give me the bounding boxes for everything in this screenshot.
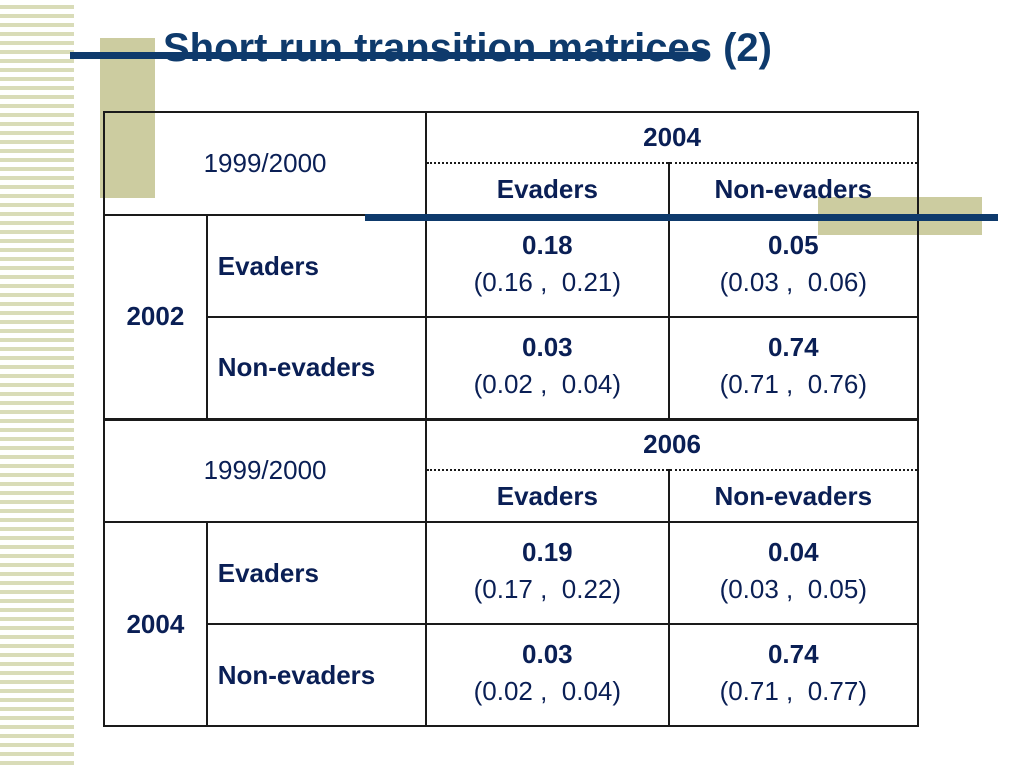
origin-header: 1999/2000: [102, 111, 428, 216]
origin-header: 1999/2000: [102, 417, 428, 523]
matrix-cell: 0.04 (0.03 , 0.05): [667, 521, 920, 625]
cell-confidence-interval: (0.02 , 0.04): [473, 368, 622, 399]
target-year-header: 2006: [425, 417, 919, 471]
cell-value: 0.19: [522, 537, 573, 567]
cell-confidence-interval: (0.17 , 0.22): [473, 574, 622, 604]
col-header-evaders: Evaders: [425, 162, 670, 216]
cell-value: 0.03: [522, 331, 573, 362]
row-year-label: 2002: [103, 214, 208, 420]
cell-confidence-interval: (0.03 , 0.05): [719, 574, 867, 604]
cell-confidence-interval: (0.16 , 0.21): [473, 267, 622, 297]
row-label-non-evaders: Non-evaders: [205, 623, 428, 727]
col-header-non-evaders: Non-evaders: [667, 469, 920, 523]
cell-value: 0.03: [522, 639, 573, 669]
col-header-non-evaders: Non-evaders: [667, 162, 920, 216]
matrix-cell: 0.19 (0.17 , 0.22): [425, 521, 670, 625]
matrix-cell: 0.03 (0.02 , 0.04): [425, 316, 670, 420]
cell-value: 0.04: [767, 537, 819, 567]
cell-value: 0.18: [522, 230, 573, 260]
cell-confidence-interval: (0.03 , 0.06): [719, 267, 867, 297]
cell-value: 0.05: [767, 230, 819, 260]
col-header-evaders: Evaders: [425, 469, 670, 523]
cell-value: 0.74: [767, 331, 819, 362]
striped-margin: [0, 0, 74, 768]
matrix-cell: 0.74 (0.71 , 0.77): [667, 623, 920, 727]
row-label-evaders: Evaders: [205, 214, 428, 318]
row-label-non-evaders: Non-evaders: [205, 316, 428, 420]
cell-confidence-interval: (0.02 , 0.04): [473, 676, 622, 706]
cell-value: 0.74: [767, 639, 819, 669]
target-year-header: 2004: [425, 111, 919, 164]
slide-title: Short run transition matrices (2): [163, 26, 772, 70]
matrix-cell: 0.05 (0.03 , 0.06): [667, 214, 920, 318]
cell-confidence-interval: (0.71 , 0.76): [719, 368, 867, 399]
transition-matrix-table: 1999/2000 2004 Evaders Non-evaders 2002 …: [102, 111, 920, 727]
matrix-cell: 0.03 (0.02 , 0.04): [425, 623, 670, 727]
matrix-cell: 0.74 (0.71 , 0.76): [667, 316, 920, 420]
accent-rule: [365, 214, 998, 221]
row-label-evaders: Evaders: [205, 521, 428, 625]
title-rule: [70, 52, 708, 59]
row-year-label: 2004: [103, 521, 208, 727]
matrix-cell: 0.18 (0.16 , 0.21): [425, 214, 670, 318]
cell-confidence-interval: (0.71 , 0.77): [719, 676, 867, 706]
